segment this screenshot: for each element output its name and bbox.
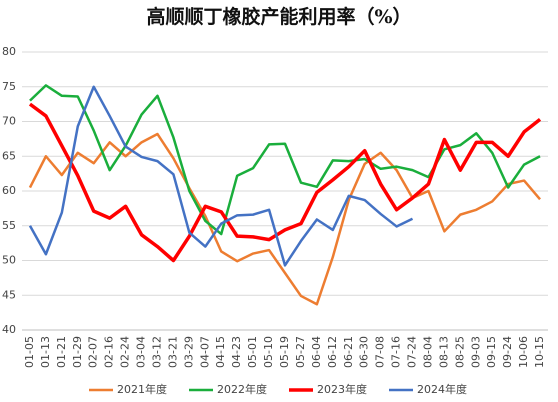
y-tick-label: 60: [2, 184, 16, 197]
legend-label: 2022年度: [217, 382, 267, 396]
chart-title: 高顺顺丁橡胶产能利用率（%）: [146, 5, 411, 28]
legend-label: 2023年度: [317, 382, 367, 396]
legend-label: 2024年度: [417, 382, 467, 396]
legend-label: 2021年度: [117, 382, 167, 396]
y-tick-label: 40: [2, 323, 16, 336]
y-tick-label: 50: [2, 254, 16, 267]
x-tick-label: 06-21: [342, 336, 355, 368]
x-tick-label: 03-29: [182, 336, 195, 368]
x-tick-label: 01-21: [55, 336, 68, 368]
y-tick-label: 65: [2, 149, 16, 162]
series-line: [28, 132, 541, 306]
x-tick-label: 03-12: [150, 336, 163, 368]
y-tick-label: 75: [2, 80, 16, 93]
x-tick-label: 06-30: [358, 336, 371, 368]
x-tick-label: 05-10: [262, 336, 275, 368]
x-tick-label: 04-07: [198, 336, 211, 368]
x-tick-label: 08-25: [453, 336, 466, 368]
x-tick-label: 01-13: [39, 336, 52, 368]
x-tick-label: 03-21: [166, 336, 179, 368]
series-line: [28, 102, 542, 263]
x-tick-label: 09-24: [501, 336, 514, 368]
x-tick-label: 05-19: [278, 336, 291, 368]
x-tick-label: 09-03: [469, 336, 482, 368]
x-tick-label: 05-01: [246, 336, 259, 368]
series-line: [28, 85, 414, 267]
x-tick-label: 08-13: [437, 336, 450, 368]
y-tick-label: 80: [2, 45, 16, 58]
x-tick-label: 10-06: [517, 336, 530, 368]
x-tick-label: 02-07: [87, 336, 100, 368]
x-tick-label: 01-05: [23, 336, 36, 368]
x-tick-label: 04-15: [214, 336, 227, 368]
x-tick-label: 06-12: [326, 336, 339, 368]
x-tick-label: 03-04: [135, 336, 148, 368]
y-tick-label: 45: [2, 288, 16, 301]
y-tick-label: 55: [2, 219, 16, 232]
x-tick-label: 01-29: [71, 336, 84, 368]
x-tick-label: 07-08: [374, 336, 387, 368]
x-tick-label: 02-24: [119, 336, 132, 368]
y-tick-label: 70: [2, 115, 16, 128]
x-tick-label: 04-23: [230, 336, 243, 368]
x-tick-label: 10-15: [533, 336, 546, 368]
x-tick-label: 06-04: [310, 336, 323, 368]
x-tick-label: 02-16: [103, 336, 116, 368]
x-tick-label: 05-27: [294, 336, 307, 368]
x-tick-label: 07-16: [390, 336, 403, 368]
series-line: [29, 84, 541, 236]
x-tick-label: 07-24: [406, 336, 419, 368]
x-tick-label: 08-04: [421, 336, 434, 368]
x-tick-label: 09-15: [485, 336, 498, 368]
